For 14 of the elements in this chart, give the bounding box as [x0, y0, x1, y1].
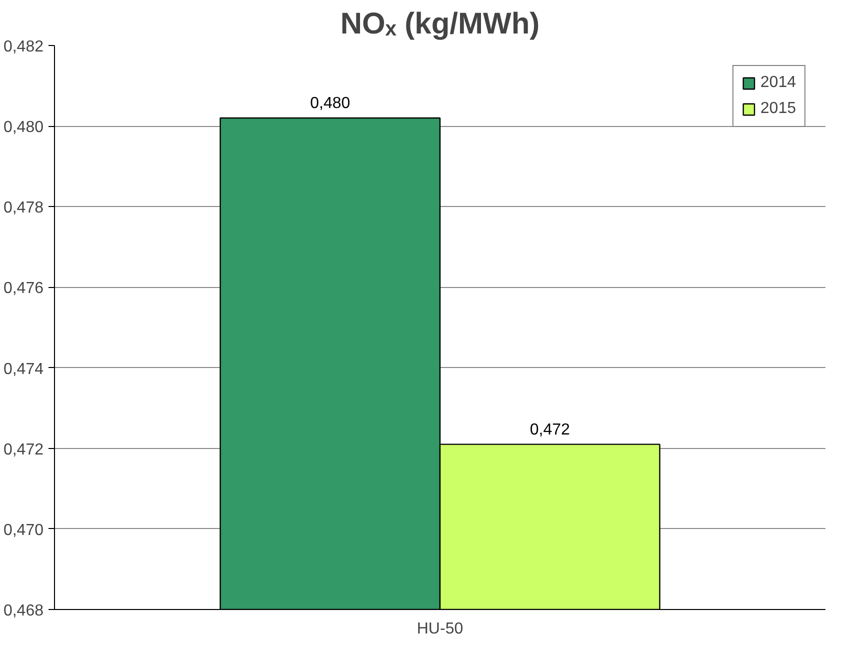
x-tick-label: HU-50	[416, 620, 464, 638]
chart-title: NOₓ (kg/MWh)	[340, 8, 540, 40]
y-tick-label: 0,478	[3, 200, 44, 217]
data-label: 0,480	[310, 95, 350, 112]
y-tick-label: 0,468	[3, 602, 44, 620]
y-tick-label: 0,472	[3, 441, 44, 458]
legend-label: 2015	[760, 100, 796, 118]
y-tick-label: 0,482	[3, 38, 44, 56]
legend-label: 2014	[760, 74, 796, 92]
y-tick-label: 0,480	[3, 119, 44, 136]
y-tick-label: 0,470	[3, 522, 44, 539]
y-tick-label: 0,476	[3, 280, 44, 298]
y-tick-label: 0,474	[3, 360, 44, 378]
data-label: 0,472	[530, 421, 570, 438]
